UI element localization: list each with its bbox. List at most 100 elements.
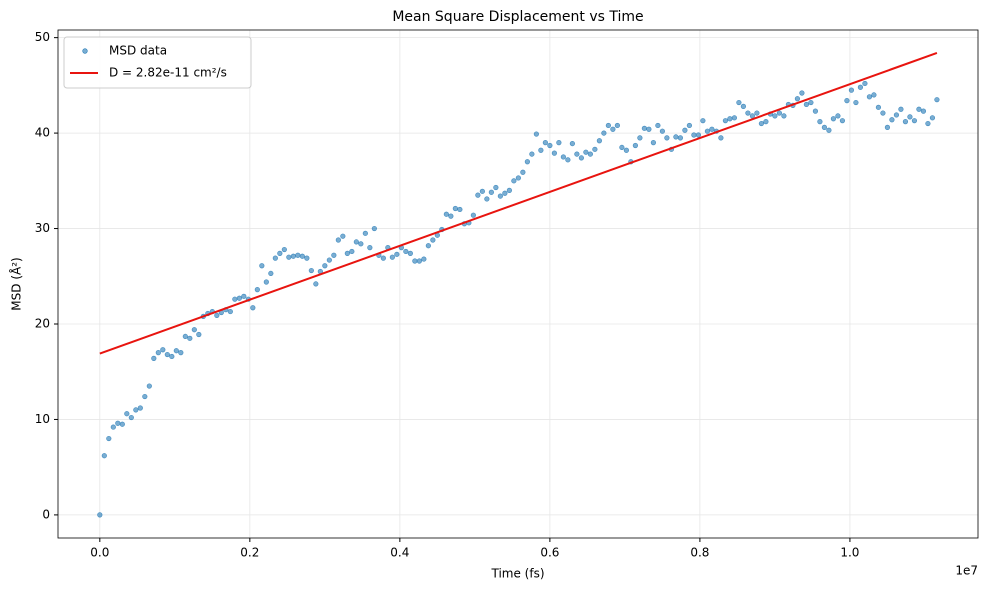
- scatter-point: [452, 205, 458, 212]
- scatter-point: [619, 144, 625, 151]
- scatter-point: [151, 355, 157, 361]
- scatter-point: [475, 192, 481, 198]
- scatter-point: [641, 125, 647, 131]
- scatter-point: [731, 115, 738, 121]
- scatter-point: [691, 132, 697, 138]
- y-tick-label: 50: [35, 30, 50, 44]
- scatter-point: [880, 110, 886, 116]
- scatter-point: [241, 293, 247, 299]
- scatter-point: [214, 312, 220, 319]
- scatter-point: [187, 335, 193, 341]
- scatter-point: [443, 211, 449, 217]
- scatter-point: [299, 253, 305, 259]
- scatter-point: [677, 135, 683, 141]
- scatter-point: [524, 159, 530, 165]
- scatter-point: [574, 151, 580, 157]
- scatter-point: [421, 256, 427, 262]
- scatter-point: [511, 178, 517, 184]
- scatter-point: [686, 122, 692, 129]
- scatter-point: [587, 151, 593, 157]
- scatter-point: [236, 295, 242, 301]
- scatter-point: [551, 150, 557, 156]
- scatter-point: [857, 84, 864, 90]
- y-tick-label: 30: [35, 221, 50, 235]
- scatter-point: [884, 124, 891, 130]
- scatter-point: [430, 237, 436, 243]
- scatter-point: [182, 333, 188, 340]
- scatter-point: [902, 119, 909, 125]
- scatter-point: [340, 233, 346, 239]
- scatter-point: [875, 104, 882, 110]
- scatter-point: [700, 118, 706, 124]
- scatter-point: [830, 116, 837, 122]
- scatter-point: [781, 113, 787, 119]
- scatter-point: [745, 110, 751, 116]
- scatter-point: [893, 112, 900, 118]
- scatter-point: [155, 350, 161, 356]
- scatter-point: [898, 106, 904, 112]
- scatter-point: [560, 154, 566, 160]
- scatter-point: [758, 120, 765, 127]
- scatter-point: [308, 267, 314, 274]
- scatter-point: [520, 169, 526, 175]
- scatter-point: [736, 99, 742, 106]
- legend-marker: [82, 48, 88, 54]
- x-tick-label: 0.6: [540, 546, 559, 560]
- scatter-point: [826, 127, 832, 133]
- scatter-point: [488, 189, 494, 195]
- scatter-point: [484, 196, 490, 202]
- legend-label: D = 2.82e-11 cm²/s: [109, 66, 227, 80]
- scatter-point: [196, 331, 202, 338]
- scatter-point: [407, 250, 413, 256]
- scatter-point: [709, 126, 715, 132]
- scatter-point: [263, 279, 269, 285]
- scatter-point: [448, 213, 454, 219]
- scatter-point: [799, 90, 805, 96]
- scatter-point: [614, 122, 620, 129]
- scatter-point: [646, 126, 652, 132]
- scatter-point: [637, 135, 643, 141]
- scatter-point: [290, 253, 296, 259]
- scatter-point: [497, 193, 503, 199]
- x-tick-label: 0.2: [240, 546, 259, 560]
- scatter-point: [295, 252, 301, 258]
- scatter-point: [934, 97, 940, 103]
- scatter-point: [583, 149, 589, 155]
- scatter-point: [907, 114, 913, 120]
- scatter-point: [403, 248, 409, 255]
- scatter-point: [632, 142, 638, 149]
- scatter-point: [389, 254, 395, 260]
- scatter-point: [362, 230, 368, 236]
- scatter-point: [533, 131, 539, 137]
- scatter-point: [862, 80, 868, 87]
- scatter-point: [250, 305, 256, 311]
- scatter-point: [808, 99, 814, 106]
- scatter-point: [380, 255, 386, 261]
- scatter-point: [313, 281, 319, 287]
- scatter-point: [326, 257, 332, 263]
- x-axis-label: Time (fs): [490, 567, 544, 581]
- scatter-point: [722, 118, 729, 124]
- scatter-point: [821, 124, 828, 130]
- scatter-point: [695, 132, 701, 138]
- scatter-point: [394, 251, 400, 257]
- scatter-point: [929, 115, 936, 121]
- scatter-point: [812, 108, 819, 114]
- y-tick-label: 0: [42, 507, 50, 521]
- scatter-point: [164, 351, 170, 358]
- scatter-point: [371, 225, 377, 232]
- scatter-point: [344, 250, 350, 256]
- scatter-point: [425, 243, 431, 249]
- scatter-point: [547, 142, 553, 149]
- x-tick-label: 0.0: [90, 546, 109, 560]
- scatter-point: [479, 188, 485, 194]
- scatter-point: [565, 157, 571, 163]
- scatter-point: [925, 120, 931, 127]
- scatter-point: [349, 248, 355, 255]
- scatter-point: [727, 116, 733, 122]
- scatter-point: [794, 96, 801, 102]
- scatter-point: [749, 113, 756, 119]
- scatter-point: [493, 184, 499, 191]
- scatter-point: [754, 110, 760, 116]
- scatter-point: [173, 348, 179, 354]
